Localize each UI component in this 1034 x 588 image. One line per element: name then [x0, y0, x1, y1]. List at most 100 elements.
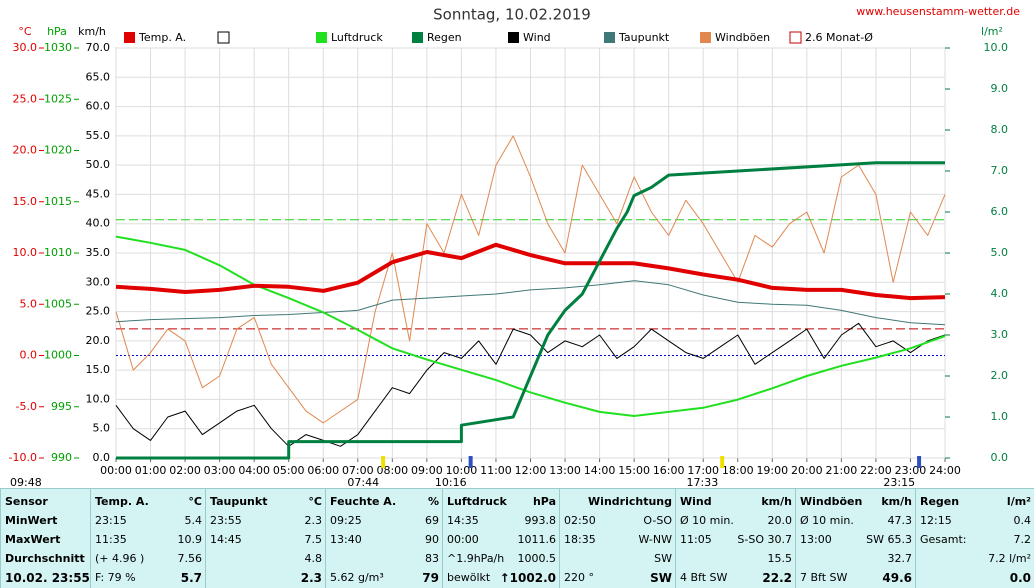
y-tick-label: 1030 — [44, 41, 72, 54]
cell-text: W-NW — [638, 533, 672, 546]
cell-text: 23:55 — [210, 514, 242, 527]
cell-text: 11:05 — [680, 533, 712, 546]
table-cell: Regen l/m² — [920, 493, 1031, 510]
table-cell: Feuchte A.% — [330, 493, 439, 510]
event-label: 17:33 — [687, 476, 719, 488]
table-cell: 13:40 90 — [330, 531, 439, 548]
event-label: 10:16 — [435, 476, 467, 488]
axis-label: hPa — [47, 25, 67, 38]
y-tick-label: -5.0 — [16, 400, 37, 413]
y-tick-label: 4.0 — [991, 287, 1009, 300]
table-cell: 12:15 0.4 — [920, 512, 1031, 529]
table-column: Temp. A. °C 23:15 5.4 11:35 10.9 (+ 4.96 ) 7.56… — [90, 489, 206, 588]
y-tick-label: 5.0 — [991, 246, 1009, 259]
cell-text: 2.3 — [304, 514, 323, 527]
y-tick-label: 45.0 — [86, 187, 111, 200]
y-tick-label: 35.0 — [86, 246, 111, 259]
cell-text: 1011.6 — [517, 533, 557, 546]
y-tick-label: 10.0 — [984, 41, 1009, 54]
x-tick-label: 05:00 — [273, 464, 305, 477]
cell-text: % — [427, 495, 439, 508]
cell-text: 10.02. 23:55 — [5, 570, 90, 585]
y-tick-label: 25.0 — [86, 305, 111, 318]
table-column: Wind km/h Ø 10 min. 20.0 11:05 S-SO 30.7 15.5 4… — [675, 489, 796, 588]
x-tick-label: 17:00 — [687, 464, 719, 477]
cell-text: F: 79 % — [95, 571, 136, 584]
table-cell: F: 79 % 5.7 — [95, 569, 202, 586]
cell-text: 7.2 l/m² — [988, 552, 1031, 565]
cell-text: 47.3 — [887, 514, 913, 527]
cell-text: bewölkt — [447, 571, 491, 584]
table-cell: Durchschnitt — [5, 550, 85, 567]
table-cell: 83 — [330, 550, 439, 567]
y-tick-label: 60.0 — [86, 100, 111, 113]
table-cell: Temp. A. °C — [95, 493, 202, 510]
y-tick-label: 10.0 — [13, 246, 38, 259]
axis-label: km/h — [78, 25, 106, 38]
series-line — [116, 161, 945, 460]
x-tick-label: 15:00 — [618, 464, 650, 477]
table-cell: 13:00 SW 65.3 — [800, 531, 912, 548]
y-tick-label: 5.0 — [20, 297, 38, 310]
table-cell: Sensor — [5, 493, 85, 510]
table-cell: 11:35 10.9 — [95, 531, 202, 548]
cell-text: 220 ° — [564, 571, 594, 584]
legend-swatch — [604, 32, 615, 43]
series-line — [115, 135, 946, 424]
cell-text: 22.2 — [762, 570, 792, 585]
cell-text: km/h — [761, 495, 792, 508]
x-tick-label: 13:00 — [549, 464, 581, 477]
x-tick-label: 01:00 — [135, 464, 167, 477]
table-column: Windböen km/h Ø 10 min. 47.3 13:00 SW 65.3 32.… — [795, 489, 916, 588]
table-cell: Ø 10 min. 20.0 — [680, 512, 792, 529]
legend-label: Wind — [523, 31, 551, 44]
y-tick-label: 3.0 — [991, 328, 1009, 341]
cell-text: MinWert — [5, 514, 58, 527]
cell-text: 13:00 — [800, 533, 832, 546]
cell-text: SW 65.3 — [866, 533, 912, 546]
y-tick-label: -10.0 — [9, 451, 37, 464]
cell-text: Sensor — [5, 495, 48, 508]
cell-text: Luftdruck — [447, 495, 507, 508]
y-tick-label: 1025 — [44, 92, 72, 105]
event-marker — [468, 456, 473, 468]
y-tick-label: 990 — [51, 451, 72, 464]
cell-text: 20.0 — [767, 514, 793, 527]
x-tick-label: 07:00 — [342, 464, 374, 477]
cell-text: 09:25 — [330, 514, 362, 527]
legend-swatch — [316, 32, 327, 43]
table-cell: bewölkt ↑1002.0 — [447, 569, 556, 586]
table-cell: 23:15 5.4 — [95, 512, 202, 529]
table-cell: 11:05 S-SO 30.7 — [680, 531, 792, 548]
table-cell: 32.7 — [800, 550, 913, 567]
cell-text: 0.0 — [1009, 570, 1031, 585]
cell-text: 7.2 — [1013, 533, 1032, 546]
y-tick-label: 1015 — [44, 195, 72, 208]
y-tick-label: 6.0 — [991, 205, 1009, 218]
table-cell: 5.62 g/m³ 79 — [330, 569, 439, 586]
cell-text: 993.8 — [524, 514, 557, 527]
cell-text: 13:40 — [330, 533, 362, 546]
axis-label: l/m² — [981, 25, 1003, 38]
y-tick-label: 30.0 — [86, 275, 111, 288]
stats-table: Sensor MinWert MaxWert Durchschnitt 10.02. 2… — [0, 488, 1034, 588]
table-cell: ^1.9hPa/h 1000.5 — [447, 550, 556, 567]
cell-text: 7.5 — [304, 533, 323, 546]
x-tick-label: 03:00 — [204, 464, 236, 477]
table-cell: 10.02. 23:55 — [5, 569, 90, 586]
cell-text: l/m² — [1006, 495, 1031, 508]
table-cell: Taupunkt °C — [210, 493, 322, 510]
table-cell: 7 Bft SW 49.6 — [800, 569, 912, 586]
y-tick-label: 9.0 — [991, 82, 1009, 95]
y-tick-label: 10.0 — [86, 392, 111, 405]
cell-text: 18:35 — [564, 533, 596, 546]
cell-text: 10.9 — [177, 533, 203, 546]
event-marker — [917, 456, 922, 468]
cell-text: °C — [308, 495, 322, 508]
cell-text: 23:15 — [95, 514, 127, 527]
y-tick-label: 40.0 — [86, 217, 111, 230]
series-line — [115, 322, 946, 447]
legend-label: Regen — [427, 31, 462, 44]
legend-swatch — [124, 32, 135, 43]
